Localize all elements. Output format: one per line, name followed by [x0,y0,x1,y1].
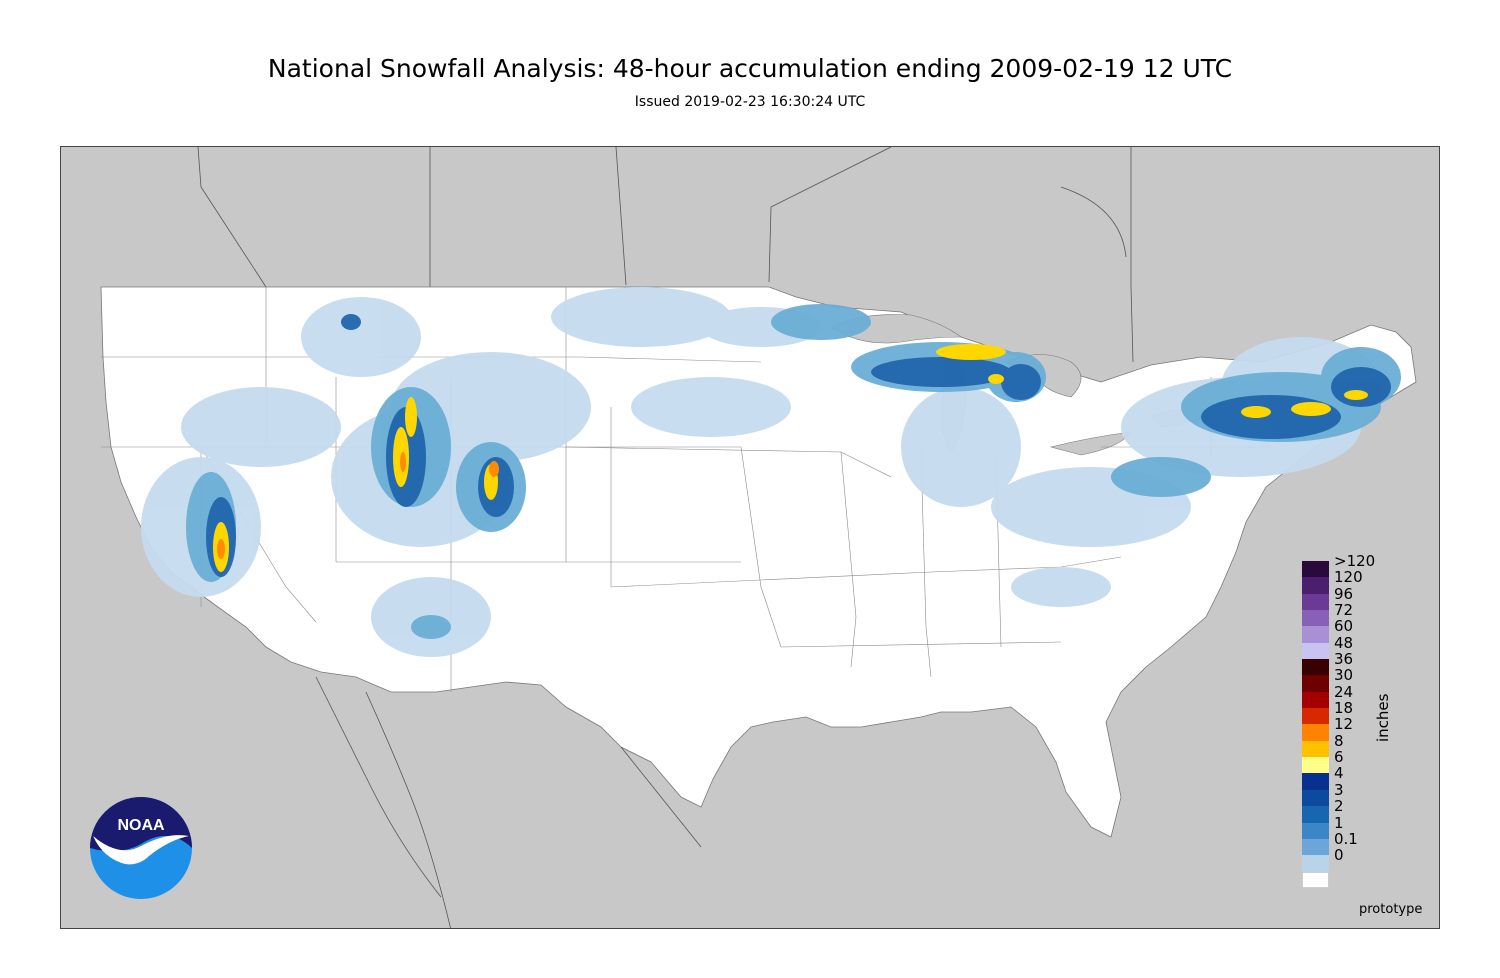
legend-entry: 72 [1302,602,1402,627]
legend-entry: 48 [1302,635,1402,660]
legend-swatch [1302,642,1329,660]
legend-swatch [1302,724,1329,741]
legend-entry: 2 [1302,798,1402,823]
legend-label: 96 [1334,584,1354,603]
legend-entry: 1 [1302,815,1402,839]
legend-label: 0 [1334,846,1344,865]
legend-swatch [1302,659,1329,676]
legend-entry: 0.1 [1302,831,1402,856]
legend-label: 1 [1334,813,1344,832]
legend-label: 18 [1334,699,1354,718]
legend-entry: 120 [1302,569,1402,594]
legend-entry: 6 [1302,749,1402,774]
legend-swatch [1302,740,1329,758]
legend-label: 72 [1334,601,1354,620]
legend-entry: 3 [1302,782,1402,807]
legend-label: 4 [1334,764,1344,783]
mexico-coast [315,676,702,928]
legend-swatch [1302,806,1329,823]
us-landmass [100,286,1417,838]
legend-swatch [1302,691,1329,709]
legend-label: 2 [1334,797,1344,816]
snow-orange [217,452,499,559]
noaa-logo: NOAA [89,796,193,900]
page-title: National Snowfall Analysis: 48-hour accu… [267,54,1233,83]
legend-swatch [1302,855,1329,872]
legend-label: 6 [1334,748,1344,767]
map-canvas [100,147,1417,928]
legend-entry: 8 [1302,733,1402,758]
legend-swatch [1302,626,1329,643]
legend-label: 30 [1334,666,1354,685]
prototype-label: prototype [1359,902,1423,917]
snowfall-map [60,146,1440,929]
legend-swatch [1302,675,1329,692]
legend-entry: 30 [1302,667,1402,692]
legend-entry: 4 [1302,765,1402,790]
legend-label: 0.1 [1334,829,1358,848]
legend-swatch [1302,708,1329,725]
legend-swatch [1302,577,1329,594]
color-legend: >120 120 96 72 60 48 36 30 24 18 12 8 6 4 3 2 1 0.1 0 [1302,553,1402,888]
legend-swatch [1302,610,1329,627]
legend-swatch [1302,838,1329,856]
legend-entry: 18 [1302,700,1402,725]
legend-label: 36 [1334,650,1354,669]
legend-bottom-swatch [1302,871,1402,888]
legend-swatch [1302,773,1329,790]
legend-label: >120 [1334,552,1376,570]
legend-entry: 12 [1302,716,1402,741]
legend-swatch [1302,757,1329,774]
legend-label: 8 [1334,731,1344,750]
legend-entry: 60 [1302,618,1402,643]
legend-entry: >120 [1302,553,1402,578]
legend-entry: 24 [1302,684,1402,709]
legend-swatch [1302,822,1329,839]
issued-timestamp: Issued 2019-02-23 16:30:24 UTC [634,94,866,110]
legend-units-label: inches [1374,693,1392,742]
legend-label: 24 [1334,682,1354,701]
legend-label: 48 [1334,633,1354,652]
legend-label: 120 [1334,568,1363,587]
country-boundaries [197,147,1134,363]
legend-entry: 36 [1302,651,1402,676]
legend-label: 12 [1334,715,1354,734]
legend-swatch [1302,789,1329,807]
legend-label: 3 [1334,780,1344,799]
noaa-logo-text: NOAA [117,817,165,834]
legend-label: 60 [1334,617,1354,636]
legend-swatch [1302,561,1329,578]
legend-entry: 96 [1302,586,1402,611]
legend-entry: 0 [1302,847,1402,872]
legend-swatch [1302,593,1329,611]
